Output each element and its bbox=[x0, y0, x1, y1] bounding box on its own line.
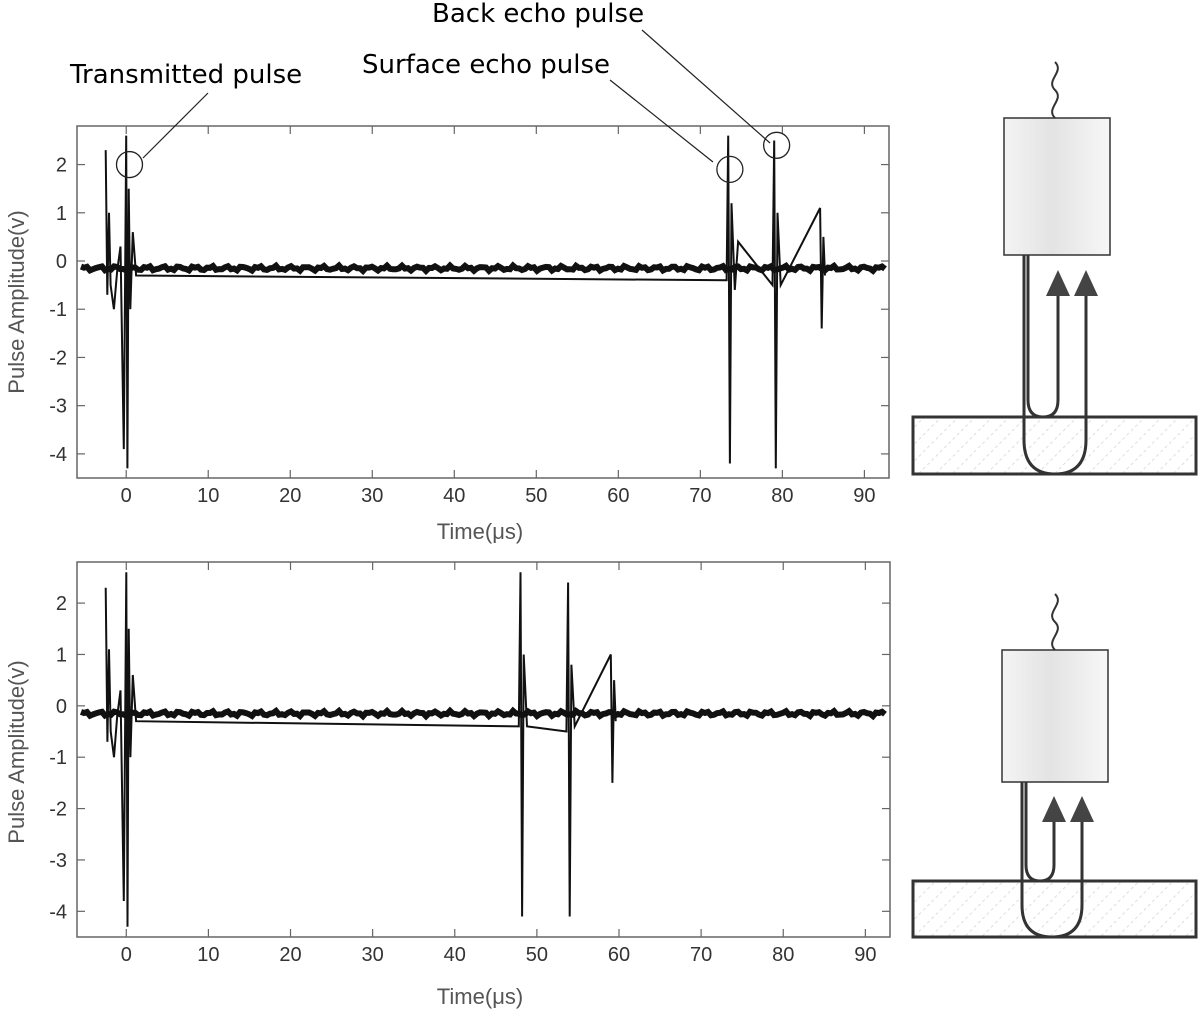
signal-series-bottom bbox=[104, 572, 617, 927]
specimen-bottom bbox=[911, 879, 1198, 939]
y-tick-label: -3 bbox=[49, 396, 67, 418]
y-tick-label: -2 bbox=[49, 347, 67, 369]
y-tick-label: -1 bbox=[49, 299, 67, 321]
arrowhead-inner-top bbox=[1046, 270, 1070, 296]
x-tick-label: 70 bbox=[689, 485, 711, 507]
x-tick-label: 60 bbox=[608, 944, 630, 966]
leader-back bbox=[641, 29, 771, 144]
x-tick-label: 30 bbox=[361, 485, 383, 507]
specimen-top bbox=[911, 415, 1198, 476]
signal-series-top bbox=[104, 135, 826, 469]
x-tick-label: 10 bbox=[197, 485, 219, 507]
x-tick-label: 60 bbox=[607, 485, 629, 507]
y-tick-label: 0 bbox=[56, 251, 67, 273]
outer-echo-path-bottom bbox=[1020, 782, 1084, 939]
baseline-noise-bottom bbox=[79, 706, 887, 721]
y-tick-label: 0 bbox=[56, 696, 67, 718]
plot-frame-top bbox=[76, 125, 890, 479]
x-axis-label-top: Time(μs) bbox=[437, 519, 523, 544]
marker-circle-back bbox=[762, 131, 791, 159]
y-tick-label: 1 bbox=[56, 644, 67, 666]
arrowhead-outer-top bbox=[1074, 270, 1098, 296]
cable-squiggle-top bbox=[1051, 61, 1059, 119]
leader-transmitted bbox=[142, 92, 209, 159]
x-tick-label: 70 bbox=[690, 944, 712, 966]
x-tick-label: 50 bbox=[525, 485, 547, 507]
cable-squiggle-bottom bbox=[1051, 593, 1059, 651]
y-axis-label-bottom: Pulse Amplitude(v) bbox=[4, 660, 29, 843]
x-tick-label: 90 bbox=[853, 485, 875, 507]
transducer-diagram-top bbox=[911, 61, 1198, 476]
x-tick-label: 0 bbox=[121, 485, 132, 507]
transducer-diagram-bottom bbox=[911, 593, 1198, 939]
plot-frame-bottom bbox=[76, 561, 891, 938]
leader-surface bbox=[609, 79, 714, 163]
y-tick-label: -4 bbox=[49, 444, 67, 466]
inner-echo-path-top bbox=[1026, 255, 1060, 419]
annotations: Transmitted pulse Surface echo pulse Bac… bbox=[69, 0, 771, 163]
arrowhead-inner-bottom bbox=[1042, 796, 1066, 822]
marker-circle-transmitted bbox=[115, 150, 144, 179]
transducer-bottom bbox=[1001, 649, 1109, 783]
annotation-transmitted-pulse: Transmitted pulse bbox=[69, 60, 302, 90]
x-tick-label: 10 bbox=[197, 944, 219, 966]
inner-echo-path-bottom bbox=[1024, 782, 1056, 883]
pulse-markers-top bbox=[115, 131, 791, 184]
x-tick-label: 80 bbox=[772, 944, 794, 966]
x-tick-label: 30 bbox=[362, 944, 384, 966]
y-tick-label: 2 bbox=[56, 155, 67, 177]
x-axis-label-bottom: Time(μs) bbox=[437, 984, 523, 1009]
y-axis-label-top: Pulse Amplitude(v) bbox=[4, 210, 29, 393]
baseline-noise-top bbox=[79, 261, 887, 276]
y-tick-label: -3 bbox=[49, 850, 67, 872]
x-tick-label: 20 bbox=[279, 944, 301, 966]
x-tick-label: 90 bbox=[854, 944, 876, 966]
y-tick-label: 2 bbox=[56, 593, 67, 615]
transducer-top bbox=[1003, 117, 1111, 256]
y-tick-label: -1 bbox=[49, 747, 67, 769]
x-tick-label: 0 bbox=[121, 944, 132, 966]
y-tick-label: -2 bbox=[49, 799, 67, 821]
outer-echo-path-top bbox=[1022, 255, 1088, 476]
marker-circle-surface bbox=[716, 155, 744, 184]
arrowhead-outer-bottom bbox=[1070, 796, 1094, 822]
x-tick-label: 50 bbox=[526, 944, 548, 966]
annotation-back-echo-pulse: Back echo pulse bbox=[432, 0, 644, 29]
annotation-surface-echo-pulse: Surface echo pulse bbox=[362, 50, 610, 80]
y-tick-label: 1 bbox=[56, 203, 67, 225]
x-tick-label: 40 bbox=[443, 485, 465, 507]
y-tick-label: -4 bbox=[49, 901, 67, 923]
x-tick-label: 20 bbox=[279, 485, 301, 507]
x-tick-label: 40 bbox=[444, 944, 466, 966]
x-tick-label: 80 bbox=[771, 485, 793, 507]
